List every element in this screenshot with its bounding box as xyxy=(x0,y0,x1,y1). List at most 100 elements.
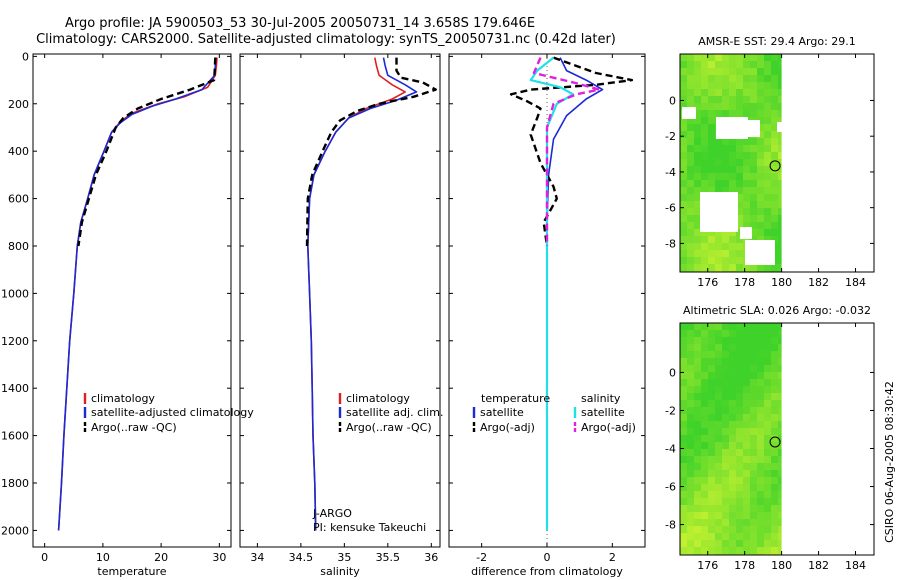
map-cell xyxy=(729,407,736,414)
map-cell xyxy=(722,250,729,257)
map-cell xyxy=(729,166,736,173)
map-cell xyxy=(729,61,736,68)
map-cell xyxy=(708,533,715,540)
map-cell xyxy=(729,159,736,166)
map-cell xyxy=(771,351,778,358)
map-cell xyxy=(708,68,715,75)
map-cell xyxy=(680,243,687,250)
map-cell xyxy=(750,344,757,351)
map-cell xyxy=(778,442,782,449)
map-cell xyxy=(764,215,771,222)
map-cell xyxy=(701,358,708,365)
map-cell xyxy=(715,407,722,414)
map-cell xyxy=(694,407,701,414)
map-cell xyxy=(778,215,782,222)
map-cell xyxy=(722,393,729,400)
map-cell xyxy=(750,54,757,61)
map-cell xyxy=(722,323,729,330)
map-cell xyxy=(750,82,757,89)
map-cell xyxy=(701,337,708,344)
map-cell xyxy=(750,547,757,554)
map-cell xyxy=(729,442,736,449)
map-cell xyxy=(778,264,782,271)
map-cell xyxy=(694,124,701,131)
map-cell xyxy=(764,498,771,505)
map-cell xyxy=(736,194,743,201)
map-cell xyxy=(757,201,764,208)
map-cell xyxy=(694,208,701,215)
map-cell xyxy=(750,222,757,229)
map-cell xyxy=(701,428,708,435)
map-cell xyxy=(743,54,750,61)
map-cell xyxy=(743,61,750,68)
map-cell xyxy=(764,89,771,96)
map-cell xyxy=(687,68,694,75)
map-cell xyxy=(778,323,782,330)
map-cell xyxy=(778,386,782,393)
map-cell xyxy=(687,117,694,124)
map-cell xyxy=(715,103,722,110)
map-cell xyxy=(722,61,729,68)
map-cell xyxy=(764,351,771,358)
map-cell xyxy=(694,264,701,271)
map-cell xyxy=(771,103,778,110)
map-cell xyxy=(722,484,729,491)
map-cell xyxy=(757,372,764,379)
map-cell xyxy=(687,519,694,526)
map-cell xyxy=(736,407,743,414)
map-cell xyxy=(694,512,701,519)
plots-group: 0 10 20 30temperature0200400600800100012001… xyxy=(1,35,875,578)
map-cell xyxy=(743,145,750,152)
title-line-2: Climatology: CARS2000. Satellite-adjuste… xyxy=(36,32,616,47)
legend-label: satellite xyxy=(480,406,524,419)
map-cell xyxy=(750,400,757,407)
map-cell xyxy=(722,365,729,372)
map-cell xyxy=(736,470,743,477)
map-cell xyxy=(736,138,743,145)
map-cell xyxy=(708,131,715,138)
map-cell xyxy=(750,166,757,173)
map-cell xyxy=(771,470,778,477)
map-cell xyxy=(708,393,715,400)
map-cell xyxy=(722,428,729,435)
map-cell xyxy=(680,138,687,145)
map-cell xyxy=(778,358,782,365)
map-cell xyxy=(778,54,782,61)
map-cell xyxy=(736,365,743,372)
map-cell xyxy=(743,477,750,484)
map-cell xyxy=(778,110,782,117)
map-cell xyxy=(715,152,722,159)
map-cell xyxy=(736,358,743,365)
map-cell xyxy=(736,428,743,435)
map-cell xyxy=(764,54,771,61)
map-cell xyxy=(701,323,708,330)
x-tick-label: -2 xyxy=(476,551,487,564)
y-tick-label: -8 xyxy=(665,237,676,250)
map-cell xyxy=(771,152,778,159)
map-cell xyxy=(778,103,782,110)
map-cell xyxy=(771,498,778,505)
map-cell xyxy=(694,229,701,236)
map-cell xyxy=(680,414,687,421)
legend-label: satellite xyxy=(581,406,625,419)
map-cell xyxy=(729,229,736,236)
map-cell xyxy=(764,124,771,131)
map-cell xyxy=(715,89,722,96)
map-cell xyxy=(729,547,736,554)
map-cell xyxy=(750,110,757,117)
map-cell xyxy=(687,264,694,271)
map-cell xyxy=(757,498,764,505)
map-cell xyxy=(694,180,701,187)
map-cell xyxy=(680,393,687,400)
map-cell xyxy=(771,61,778,68)
map-cell xyxy=(701,372,708,379)
map-cell xyxy=(680,173,687,180)
map-cell xyxy=(687,96,694,103)
map-cell xyxy=(680,124,687,131)
map-cell xyxy=(680,117,687,124)
map-cell xyxy=(715,498,722,505)
map-cell xyxy=(722,505,729,512)
map-gap xyxy=(716,117,748,139)
map-cell xyxy=(778,61,782,68)
map-cell xyxy=(743,442,750,449)
